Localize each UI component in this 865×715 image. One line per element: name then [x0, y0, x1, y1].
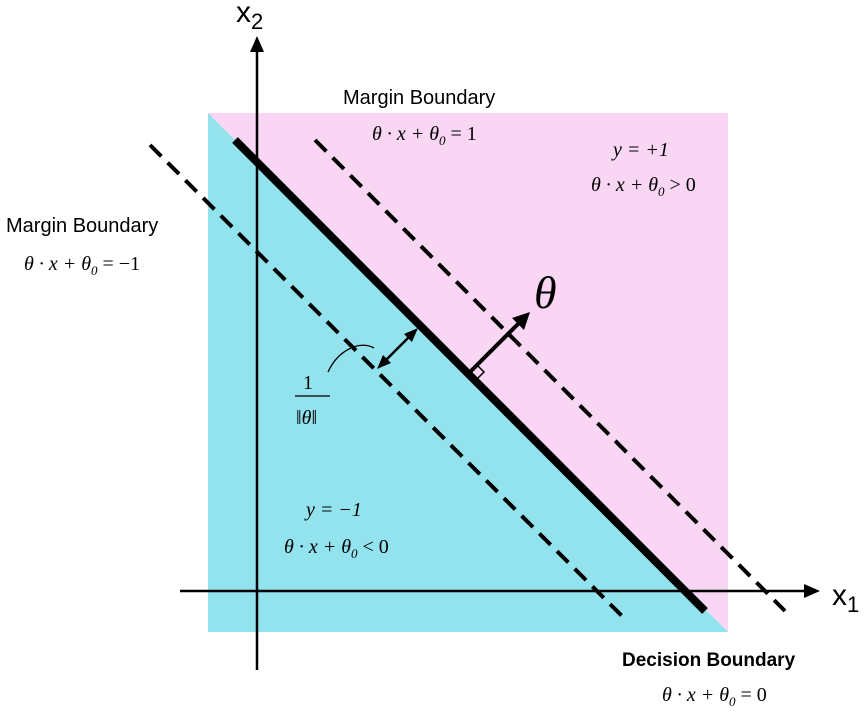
positive-class-label: y = +1 — [611, 139, 669, 161]
top-margin-equation: θ · x + θ0 = 1 — [372, 123, 477, 148]
margin-width-arrowhead-upper — [404, 328, 418, 342]
decision-boundary-equation: θ · x + θ0 = 0 — [662, 684, 767, 709]
margin-fraction-pointer — [327, 344, 375, 373]
top-margin-title: Margin Boundary — [343, 87, 495, 109]
margin-fraction-numerator: 1 — [303, 372, 313, 394]
decision-boundary-title: Decision Boundary — [622, 650, 796, 671]
decision-boundary-line — [232, 137, 708, 614]
x-axis-arrowhead — [804, 584, 820, 598]
theta-vector — [468, 319, 523, 374]
right-angle-marker — [469, 364, 486, 381]
left-margin-title: Margin Boundary — [6, 215, 158, 237]
positive-margin-line — [313, 138, 787, 613]
negative-class-equation: θ · x + θ0 < 0 — [284, 536, 389, 561]
margin-width-arrow — [382, 333, 413, 364]
y-axis-label: x2 — [236, 0, 263, 34]
x-axis-label: x1 — [832, 579, 859, 617]
theta-label: θ — [534, 267, 557, 318]
y-axis-arrowhead — [250, 36, 264, 52]
theta-vector-arrowhead — [512, 312, 530, 330]
negative-class-label: y = −1 — [304, 499, 362, 521]
margin-fraction-denominator: ‖θ‖ — [296, 407, 317, 429]
negative-margin-line — [148, 143, 624, 618]
margin-width-arrowhead-lower — [377, 355, 391, 369]
positive-class-equation: θ · x + θ0 > 0 — [591, 174, 696, 199]
left-margin-equation: θ · x + θ0 = −1 — [24, 253, 140, 278]
